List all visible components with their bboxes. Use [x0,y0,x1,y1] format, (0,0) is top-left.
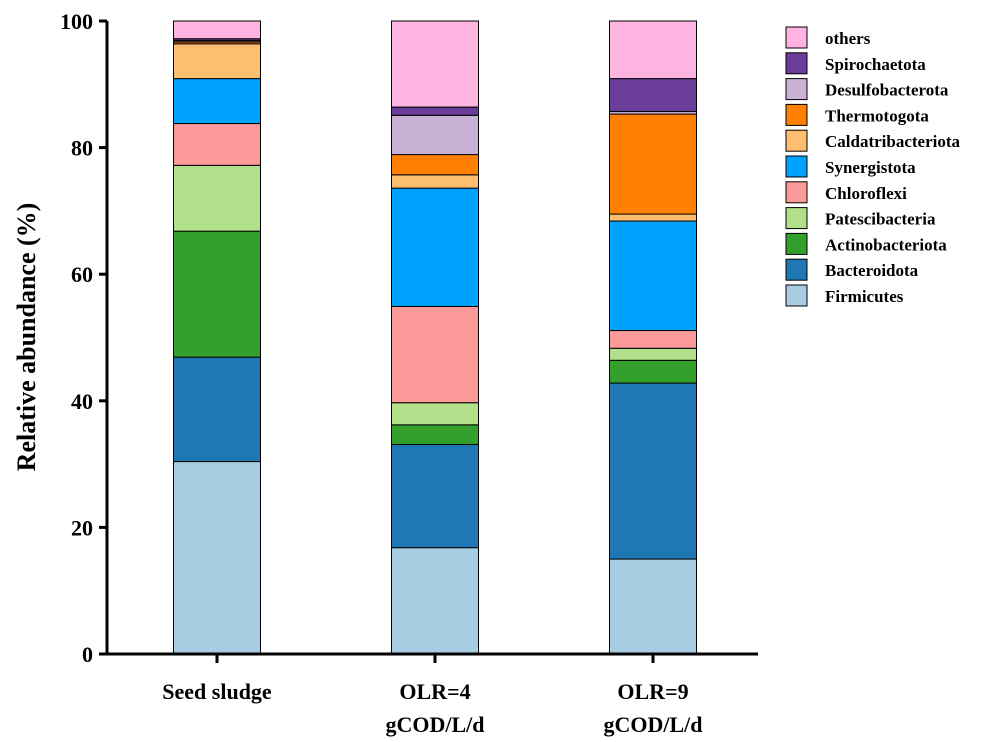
legend-swatch [785,103,808,126]
legend-label: Bacteroidota [825,261,919,280]
bar-segment [609,359,697,384]
x-tick-label: Seed sludge [162,679,272,704]
bar-segment [173,43,261,80]
legend-label: Desulfobacterota [825,81,949,100]
legend-swatch [785,52,808,75]
bar-segment [609,558,697,655]
y-tick-label: 80 [71,136,93,161]
bar-segment [609,382,697,560]
bar-segment [609,330,697,349]
bar-segment [391,547,479,655]
bar-segment [609,347,697,361]
bar-segment [173,78,261,125]
legend-swatch [785,284,808,307]
legend-swatch [785,26,808,49]
legend-swatch [785,78,808,101]
legend-label: Synergistota [825,158,916,177]
bar-segment [391,20,479,108]
bar-segment [173,356,261,463]
y-tick-label: 20 [71,515,93,540]
bar-segment [173,123,261,166]
y-tick-label: 40 [71,389,93,414]
bar-segment [391,106,479,116]
legend-label: Thermotogota [825,106,929,125]
bar-segment [609,113,697,215]
bar-segment [173,461,261,655]
bar-segment [609,213,697,222]
bar-segment [391,154,479,176]
legend-swatch [785,129,808,152]
bar-segment [391,305,479,404]
bar-segment [609,20,697,80]
bars-layer [173,20,697,655]
legend-label: Chloroflexi [825,184,907,203]
axes-layer: 0 20 40 60 80 100 Seed sludge OLR=4 gCOD/L/d OLR=… [60,9,758,737]
legend: others Spirochaetota Desulfobacterota Therm… [785,26,961,307]
bar-segment [391,174,479,189]
bar-segment [391,187,479,307]
x-tick-label: gCOD/L/d [603,712,702,737]
bar-segment [173,164,261,232]
x-tick-label: gCOD/L/d [385,712,484,737]
legend-label: Actinobacteriota [825,235,947,254]
bar-segment [391,402,479,426]
legend-label: Patescibacteria [825,210,936,229]
bar-segment [609,220,697,332]
y-tick-label: 100 [60,9,93,34]
y-tick-label: 0 [82,642,93,667]
legend-label: others [825,29,871,48]
bar-segment [391,424,479,445]
bar-segment [609,78,697,113]
y-axis-title: Relative abundance (%) [12,203,41,472]
bar-segment [391,443,479,549]
legend-label: Caldatribacteriota [825,132,961,151]
x-tick-label: OLR=9 [617,679,688,704]
bar-segment [173,20,261,40]
legend-label: Spirochaetota [825,55,926,74]
legend-swatch [785,155,808,178]
bar-segment [391,114,479,156]
legend-swatch [785,181,808,204]
legend-swatch [785,207,808,230]
legend-swatch [785,232,808,255]
x-tick-label: OLR=4 [399,679,470,704]
legend-label: Firmicutes [825,287,904,306]
y-tick-label: 60 [71,262,93,287]
legend-swatch [785,258,808,281]
bar-segment [173,230,261,358]
